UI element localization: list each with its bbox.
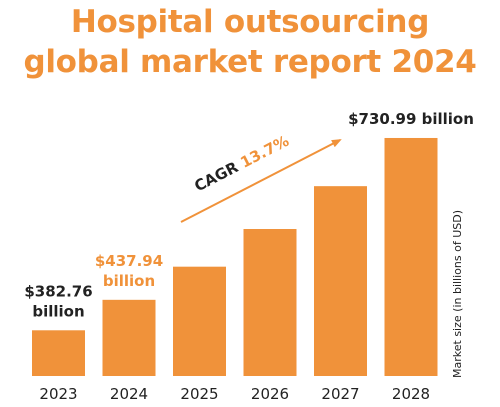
x-tick-label-2027: 2027	[321, 385, 359, 403]
cagr-label: CAGR 13.7%	[191, 132, 291, 196]
data-label-2023-line-1: $382.76	[24, 282, 92, 300]
x-tick-label-2028: 2028	[392, 385, 430, 403]
chart-title-line-1: Hospital outsourcing	[70, 4, 430, 40]
data-label-2024-line-1: $437.94	[95, 252, 163, 270]
bars-group	[32, 137, 438, 376]
x-tick-label-2024: 2024	[110, 385, 148, 403]
bar-2025	[173, 266, 226, 376]
x-tick-label-2026: 2026	[251, 385, 289, 403]
chart-title: Hospital outsourcing global market repor…	[0, 2, 500, 82]
x-tick-label-2025: 2025	[180, 385, 218, 403]
cagr-arrow	[180, 139, 342, 223]
data-label-2023-line-2: billion	[32, 302, 84, 320]
data-label-2028-line-1: $730.99 billion	[348, 110, 474, 128]
bar-2024	[102, 299, 156, 376]
chart-title-line-2: global market report 2024	[23, 44, 477, 80]
bar-2027	[314, 186, 367, 376]
bar-2026	[243, 229, 297, 376]
data-label-2024-line-2: billion	[103, 272, 155, 290]
y-axis-label: Market size (in billions of USD)	[451, 210, 464, 378]
bar-2028	[384, 137, 438, 376]
x-tick-labels: 2023 2024 2025 2026 2027 2028	[39, 385, 430, 403]
data-labels: $382.76 billion $437.94 billion $730.99 bill…	[24, 110, 474, 320]
cagr-value: 13.7%	[237, 132, 292, 172]
x-tick-label-2023: 2023	[39, 385, 77, 403]
bar-2023	[32, 330, 85, 376]
cagr-label-text: CAGR	[191, 156, 245, 196]
